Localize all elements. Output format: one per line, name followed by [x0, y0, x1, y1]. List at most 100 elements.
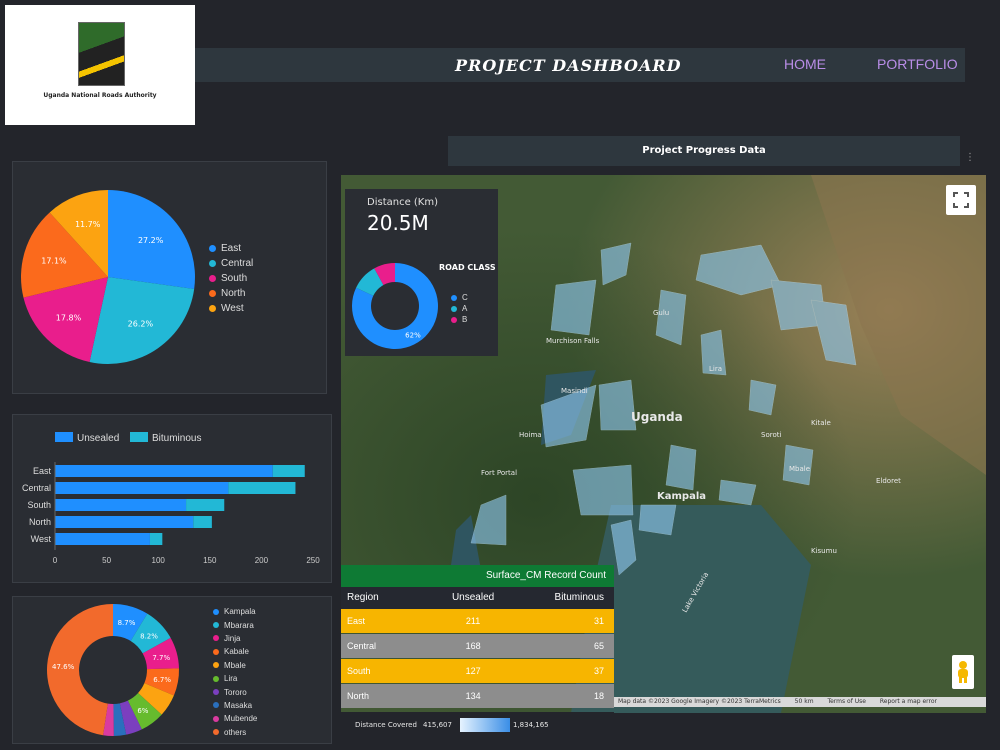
legend-dot: [213, 675, 219, 682]
district-shape[interactable]: [610, 519, 637, 576]
district-shape[interactable]: [810, 299, 857, 366]
map-label-eldoret: Eldoret: [876, 477, 901, 485]
table-cell: 31: [593, 616, 604, 626]
donut-slice[interactable]: [130, 613, 171, 654]
legend-label: Jinja: [224, 633, 241, 643]
donut-slice[interactable]: [119, 700, 142, 735]
road-class-slice[interactable]: [356, 268, 384, 296]
bar[interactable]: [55, 533, 150, 545]
district-shape[interactable]: [550, 279, 597, 336]
district-shape[interactable]: [598, 379, 637, 431]
legend-label: Mbale: [224, 660, 246, 670]
donut-label: 6.7%: [153, 676, 171, 684]
road-class-slice[interactable]: [352, 263, 438, 349]
table-row[interactable]: North 134 18: [341, 684, 614, 708]
distance-title: Distance (Km): [367, 197, 439, 208]
legend-label: Tororo: [224, 687, 247, 697]
bar[interactable]: [55, 499, 187, 511]
pie-legend: East Central South North West: [209, 241, 253, 316]
attribution-text: Map data ©2023 Google Imagery ©2023 Terr…: [618, 698, 781, 705]
bar[interactable]: [228, 482, 296, 494]
district-shape[interactable]: [748, 379, 777, 416]
legend-dot: [213, 622, 219, 629]
bar[interactable]: [55, 516, 194, 528]
bar[interactable]: [272, 465, 305, 477]
bar-category-label: West: [31, 534, 52, 544]
district-shape[interactable]: [655, 289, 687, 346]
table-header-bituminous[interactable]: Bituminous: [554, 592, 604, 603]
district-shape[interactable]: [700, 329, 727, 376]
district-shape[interactable]: [470, 494, 507, 546]
donut-slice[interactable]: [142, 637, 179, 670]
district-shape[interactable]: [782, 444, 814, 486]
table-header-row: Region Unsealed Bituminous: [341, 587, 614, 609]
donut-slice[interactable]: [113, 703, 127, 736]
table-header-unsealed[interactable]: Unsealed: [451, 592, 495, 603]
table-cell: East: [347, 616, 366, 626]
pie-slice[interactable]: [49, 190, 108, 277]
bar-tick-label: 150: [203, 556, 217, 565]
report-error-link[interactable]: Report a map error: [879, 698, 938, 705]
fullscreen-button[interactable]: [946, 185, 976, 215]
nav-portfolio-link[interactable]: PORTFOLIO: [877, 56, 958, 72]
district-shape[interactable]: [695, 244, 782, 296]
district-shape[interactable]: [718, 479, 757, 506]
donut-slice[interactable]: [144, 668, 179, 696]
legend-label: Mubende: [224, 714, 258, 724]
donut-slice[interactable]: [103, 703, 114, 736]
table-row[interactable]: Central 168 65: [341, 634, 614, 658]
logo-caption: Uganda National Roads Authority: [43, 92, 157, 99]
district-shape[interactable]: [638, 504, 677, 536]
terms-link[interactable]: Terms of Use: [827, 698, 866, 705]
bar[interactable]: [55, 465, 273, 477]
legend-dot: [213, 715, 219, 722]
more-options-icon[interactable]: ⋮: [965, 152, 975, 163]
pie-slice[interactable]: [20, 212, 108, 298]
table-row[interactable]: East 211 31: [341, 609, 614, 633]
legend-label: North: [221, 288, 246, 299]
pie-slice[interactable]: [108, 190, 196, 289]
map-label-gulu: Gulu: [653, 309, 669, 317]
pie-slice[interactable]: [89, 277, 195, 364]
subheader-label: Project Progress Data: [642, 145, 766, 156]
nav-home-link[interactable]: HOME: [784, 56, 826, 72]
legend-dot: [451, 316, 457, 323]
donut-slice[interactable]: [46, 604, 113, 736]
road-class-slice[interactable]: [374, 263, 395, 285]
bar[interactable]: [55, 482, 229, 494]
district-shape[interactable]: [600, 242, 632, 286]
bar-tick-label: 0: [53, 556, 58, 565]
district-shape[interactable]: [665, 444, 697, 491]
region-pie-chart: 27.2% 26.2% 17.8% 17.1% 11.7%: [20, 190, 196, 364]
pie-slice[interactable]: [23, 277, 108, 363]
bar-category-label: South: [27, 500, 51, 510]
legend-dot: [213, 689, 219, 696]
bar[interactable]: [149, 533, 163, 545]
donut-legend: Kampala Mbarara Jinja Kabale Mbale Lira …: [213, 605, 257, 739]
legend-item: Kabale: [213, 645, 257, 658]
street-view-button[interactable]: [952, 655, 974, 689]
legend-item: Kampala: [213, 605, 257, 618]
district-shape[interactable]: [572, 464, 634, 516]
legend-label: Masaka: [224, 700, 253, 710]
district-shape[interactable]: [540, 384, 597, 448]
donut-slice[interactable]: [138, 683, 174, 715]
bar[interactable]: [193, 516, 212, 528]
bar[interactable]: [186, 499, 225, 511]
legend-item: Mbarara: [213, 618, 257, 631]
table-header-region[interactable]: Region: [347, 592, 379, 603]
table-cell: North: [347, 691, 370, 701]
table-cell: 134: [465, 691, 481, 701]
pie-label: 11.7%: [75, 220, 101, 229]
legend-label: Lira: [224, 674, 238, 684]
donut-slice[interactable]: [113, 604, 148, 641]
distance-card: Distance (Km) 20.5M 62% ROAD CLASS C A B: [345, 189, 498, 356]
table-title: Surface_CM Record Count: [341, 565, 614, 587]
legend-item: Mbale: [213, 659, 257, 672]
legend-item: B: [451, 314, 468, 325]
pie-chart-panel: 27.2% 26.2% 17.8% 17.1% 11.7% East Central S…: [12, 161, 327, 394]
legend-label: South: [221, 273, 248, 284]
bar-category-label: East: [33, 466, 52, 476]
donut-slice[interactable]: [127, 692, 162, 730]
table-row[interactable]: South 127 37: [341, 659, 614, 683]
